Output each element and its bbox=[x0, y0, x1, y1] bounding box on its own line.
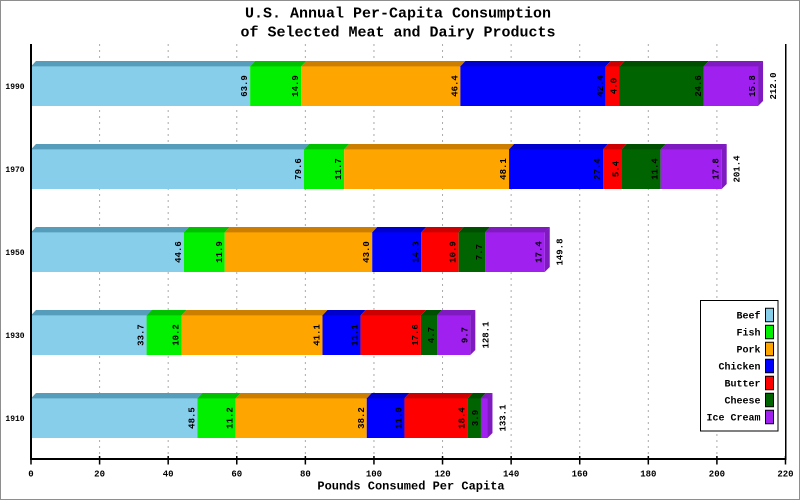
svg-text:11.0: 11.0 bbox=[394, 407, 404, 429]
svg-text:44.6: 44.6 bbox=[174, 241, 184, 263]
svg-text:5.4: 5.4 bbox=[612, 160, 622, 177]
svg-text:220: 220 bbox=[777, 470, 793, 480]
svg-text:160: 160 bbox=[572, 470, 588, 480]
svg-text:33.7: 33.7 bbox=[137, 324, 147, 346]
svg-text:1950: 1950 bbox=[5, 249, 24, 258]
svg-text:180: 180 bbox=[640, 470, 656, 480]
svg-text:18.4: 18.4 bbox=[458, 407, 468, 429]
svg-text:7.7: 7.7 bbox=[475, 244, 485, 260]
svg-text:212.0: 212.0 bbox=[769, 72, 779, 99]
svg-text:128.1: 128.1 bbox=[481, 321, 491, 349]
svg-text:48.1: 48.1 bbox=[499, 158, 509, 180]
svg-text:41.1: 41.1 bbox=[313, 324, 323, 346]
svg-text:11.7: 11.7 bbox=[334, 158, 344, 180]
svg-text:Beef: Beef bbox=[736, 311, 760, 323]
svg-text:24.6: 24.6 bbox=[694, 75, 704, 97]
svg-text:100: 100 bbox=[366, 470, 382, 480]
svg-text:140: 140 bbox=[503, 470, 519, 480]
svg-text:1910: 1910 bbox=[5, 415, 24, 424]
svg-text:Ice Cream: Ice Cream bbox=[706, 414, 760, 425]
svg-text:15.8: 15.8 bbox=[748, 75, 758, 97]
svg-text:17.6: 17.6 bbox=[411, 324, 421, 346]
svg-text:63.9: 63.9 bbox=[240, 75, 250, 97]
svg-text:3.9: 3.9 bbox=[471, 410, 481, 426]
svg-text:11.2: 11.2 bbox=[226, 407, 236, 429]
svg-text:14.3: 14.3 bbox=[411, 241, 421, 263]
svg-text:Pork: Pork bbox=[736, 345, 760, 357]
svg-text:1930: 1930 bbox=[5, 332, 24, 341]
svg-text:27.4: 27.4 bbox=[593, 158, 603, 180]
svg-text:38.2: 38.2 bbox=[357, 407, 367, 429]
svg-text:201.4: 201.4 bbox=[733, 155, 743, 183]
svg-text:Pounds Consumed Per Capita: Pounds Consumed Per Capita bbox=[317, 480, 504, 494]
svg-text:42.4: 42.4 bbox=[596, 75, 606, 97]
svg-text:Cheese: Cheese bbox=[724, 396, 760, 408]
svg-text:79.6: 79.6 bbox=[294, 158, 304, 180]
svg-text:200: 200 bbox=[709, 470, 725, 480]
svg-text:60: 60 bbox=[231, 470, 242, 480]
svg-text:10.9: 10.9 bbox=[449, 241, 459, 263]
svg-text:17.8: 17.8 bbox=[712, 158, 722, 180]
svg-text:14.9: 14.9 bbox=[291, 75, 301, 97]
svg-text:11.9: 11.9 bbox=[215, 241, 225, 263]
svg-text:17.4: 17.4 bbox=[535, 241, 545, 263]
svg-text:133.1: 133.1 bbox=[498, 404, 508, 432]
svg-text:48.5: 48.5 bbox=[187, 407, 197, 429]
svg-text:of Selected Meat and Dairy Pro: of Selected Meat and Dairy Products bbox=[240, 25, 555, 42]
svg-text:4.7: 4.7 bbox=[427, 327, 437, 343]
svg-text:9.7: 9.7 bbox=[460, 327, 470, 343]
svg-text:46.4: 46.4 bbox=[450, 75, 460, 97]
svg-text:40: 40 bbox=[163, 470, 174, 480]
svg-text:U.S. Annual Per-Capita Consump: U.S. Annual Per-Capita Consumption bbox=[245, 6, 551, 23]
svg-text:149.8: 149.8 bbox=[556, 238, 566, 265]
svg-text:Chicken: Chicken bbox=[718, 362, 760, 374]
svg-text:43.0: 43.0 bbox=[362, 241, 372, 263]
svg-text:0: 0 bbox=[28, 470, 33, 480]
svg-text:4.0: 4.0 bbox=[610, 78, 620, 94]
svg-text:1990: 1990 bbox=[5, 83, 24, 92]
svg-text:11.4: 11.4 bbox=[651, 158, 661, 180]
svg-text:Butter: Butter bbox=[724, 380, 760, 391]
svg-text:120: 120 bbox=[434, 470, 450, 480]
svg-text:1970: 1970 bbox=[5, 166, 24, 175]
svg-text:80: 80 bbox=[300, 470, 311, 480]
svg-text:10.2: 10.2 bbox=[172, 324, 182, 346]
svg-text:11.1: 11.1 bbox=[351, 324, 361, 346]
svg-text:20: 20 bbox=[94, 470, 105, 480]
svg-text:Fish: Fish bbox=[736, 328, 760, 340]
